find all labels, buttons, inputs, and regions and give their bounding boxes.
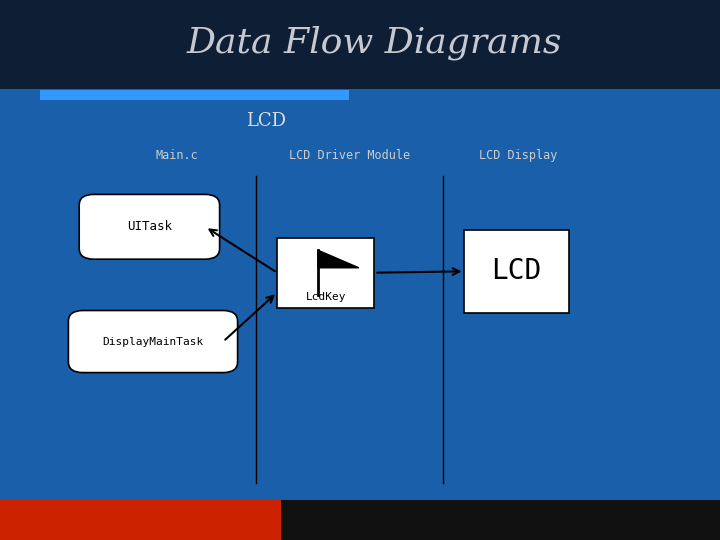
Text: Data Flow Diagrams: Data Flow Diagrams <box>186 25 562 60</box>
Text: LCD: LCD <box>246 112 287 131</box>
FancyBboxPatch shape <box>68 310 238 373</box>
FancyBboxPatch shape <box>40 90 349 100</box>
FancyBboxPatch shape <box>464 230 569 313</box>
Text: LCD Display: LCD Display <box>480 149 557 162</box>
FancyBboxPatch shape <box>0 0 720 89</box>
Text: LcdKey: LcdKey <box>305 292 346 302</box>
FancyBboxPatch shape <box>79 194 220 259</box>
Text: LCD: LCD <box>492 258 541 285</box>
Text: DisplayMainTask: DisplayMainTask <box>102 336 204 347</box>
FancyBboxPatch shape <box>0 500 281 540</box>
Polygon shape <box>318 250 359 268</box>
Text: UITask: UITask <box>127 220 172 233</box>
FancyBboxPatch shape <box>277 238 374 308</box>
FancyBboxPatch shape <box>281 500 720 540</box>
Text: Main.c: Main.c <box>155 149 198 162</box>
Text: LCD Driver Module: LCD Driver Module <box>289 149 410 162</box>
